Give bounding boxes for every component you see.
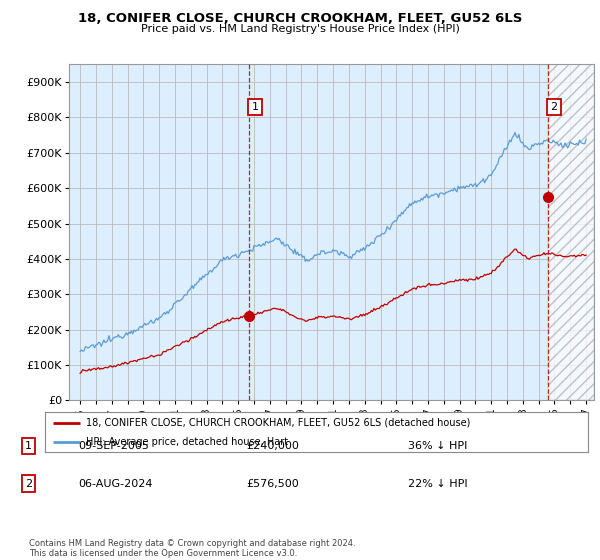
- Text: £240,000: £240,000: [246, 441, 299, 451]
- Text: Price paid vs. HM Land Registry's House Price Index (HPI): Price paid vs. HM Land Registry's House …: [140, 24, 460, 34]
- Text: 1: 1: [25, 441, 32, 451]
- Text: 2: 2: [550, 102, 557, 112]
- Text: 09-SEP-2005: 09-SEP-2005: [78, 441, 149, 451]
- Text: 18, CONIFER CLOSE, CHURCH CROOKHAM, FLEET, GU52 6LS (detached house): 18, CONIFER CLOSE, CHURCH CROOKHAM, FLEE…: [86, 418, 470, 428]
- Text: 36% ↓ HPI: 36% ↓ HPI: [408, 441, 467, 451]
- Text: 06-AUG-2024: 06-AUG-2024: [78, 479, 152, 488]
- Text: 22% ↓ HPI: 22% ↓ HPI: [408, 479, 467, 488]
- Text: £576,500: £576,500: [246, 479, 299, 488]
- Text: HPI: Average price, detached house, Hart: HPI: Average price, detached house, Hart: [86, 437, 288, 447]
- Text: 2: 2: [25, 479, 32, 488]
- Text: 1: 1: [251, 102, 259, 112]
- Text: 18, CONIFER CLOSE, CHURCH CROOKHAM, FLEET, GU52 6LS: 18, CONIFER CLOSE, CHURCH CROOKHAM, FLEE…: [78, 12, 522, 25]
- Text: Contains HM Land Registry data © Crown copyright and database right 2024.
This d: Contains HM Land Registry data © Crown c…: [29, 539, 355, 558]
